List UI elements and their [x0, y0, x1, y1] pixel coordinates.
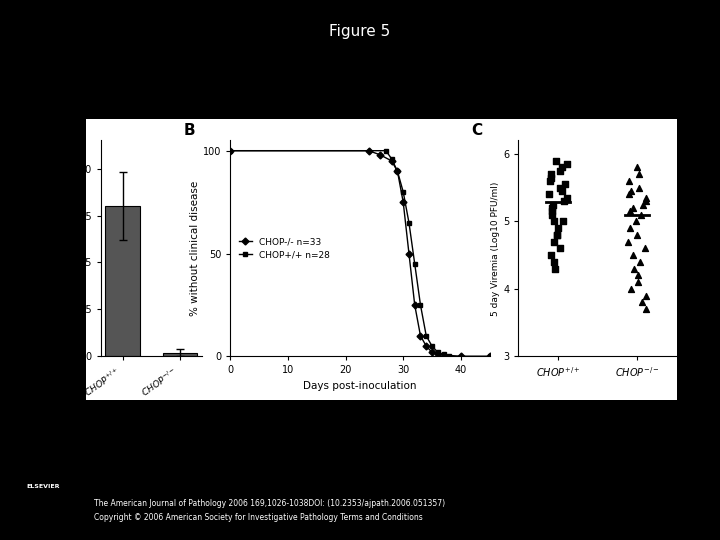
CHOP-/- n=33: [399, 199, 408, 205]
CHOP+/+ n=28: [226, 147, 235, 154]
Point: [554, 166, 566, 175]
Bar: [163, 353, 197, 356]
CHOP-/- n=33: [428, 349, 436, 355]
Text: Figure 5: Figure 5: [329, 24, 391, 39]
Point: [628, 204, 639, 212]
CHOP+/+ n=28: [399, 188, 408, 195]
Point: [549, 258, 560, 266]
Point: [640, 305, 652, 313]
Point: [637, 200, 649, 209]
Point: [631, 163, 643, 172]
CHOP-/- n=33: [376, 152, 384, 158]
CHOP-/- n=33: [387, 158, 396, 164]
Point: [633, 170, 644, 178]
Point: [623, 237, 634, 246]
Line: CHOP+/+ n=28: CHOP+/+ n=28: [228, 148, 492, 359]
Point: [634, 258, 646, 266]
Point: [554, 183, 566, 192]
Point: [624, 190, 635, 199]
Text: B: B: [184, 123, 195, 138]
Point: [553, 224, 564, 232]
Text: C: C: [471, 123, 482, 138]
Point: [552, 231, 563, 239]
Bar: [105, 206, 140, 356]
Point: [623, 177, 634, 185]
Point: [639, 244, 651, 253]
CHOP-/- n=33: [416, 333, 425, 339]
Point: [561, 193, 572, 202]
CHOP-/- n=33: [433, 351, 442, 357]
Point: [545, 251, 557, 259]
Point: [640, 193, 652, 202]
Y-axis label: Relative CHOP mRNA: Relative CHOP mRNA: [58, 200, 68, 296]
Point: [626, 285, 637, 293]
Point: [628, 264, 639, 273]
Line: CHOP-/- n=33: CHOP-/- n=33: [228, 148, 492, 359]
Point: [543, 190, 554, 199]
Point: [640, 291, 652, 300]
Point: [640, 197, 652, 205]
Text: A: A: [66, 123, 77, 138]
CHOP+/+ n=28: [422, 333, 431, 339]
X-axis label: Days post-inoculation: Days post-inoculation: [303, 381, 417, 391]
Point: [546, 200, 558, 209]
CHOP+/+ n=28: [387, 156, 396, 162]
Point: [632, 271, 644, 280]
Point: [632, 278, 644, 286]
CHOP+/+ n=28: [433, 349, 442, 355]
Point: [559, 180, 571, 188]
CHOP-/- n=33: [226, 147, 235, 154]
CHOP+/+ n=28: [393, 168, 402, 174]
Point: [625, 187, 636, 195]
Legend: CHOP-/- n=33, CHOP+/+ n=28: CHOP-/- n=33, CHOP+/+ n=28: [235, 233, 334, 264]
CHOP-/- n=33: [422, 343, 431, 349]
Text: The American Journal of Pathology 2006 169,1026-1038DOI: (10.2353/ajpath.2006.05: The American Journal of Pathology 2006 1…: [94, 500, 445, 509]
Point: [548, 237, 559, 246]
CHOP-/- n=33: [364, 147, 373, 154]
Point: [630, 217, 642, 226]
Point: [635, 210, 647, 219]
Point: [546, 170, 557, 178]
Text: ELSEVIER: ELSEVIER: [27, 483, 60, 489]
CHOP+/+ n=28: [382, 147, 390, 154]
Point: [546, 204, 558, 212]
Point: [550, 156, 562, 165]
Point: [546, 173, 557, 182]
Point: [546, 210, 558, 219]
CHOP+/+ n=28: [485, 353, 494, 360]
CHOP+/+ n=28: [410, 261, 419, 267]
Point: [546, 207, 558, 215]
Point: [561, 160, 572, 168]
Point: [549, 217, 560, 226]
Point: [558, 217, 570, 226]
CHOP+/+ n=28: [416, 302, 425, 308]
Point: [544, 177, 555, 185]
Point: [556, 187, 567, 195]
Point: [559, 197, 570, 205]
Point: [554, 244, 566, 253]
CHOP+/+ n=28: [445, 353, 454, 360]
Y-axis label: % without clinical disease: % without clinical disease: [190, 181, 200, 316]
Point: [627, 251, 639, 259]
Point: [624, 207, 635, 215]
Y-axis label: 5 day Viremia (Log10 PFU/ml): 5 day Viremia (Log10 PFU/ml): [491, 181, 500, 315]
Point: [549, 264, 561, 273]
CHOP-/- n=33: [410, 302, 419, 308]
Point: [557, 163, 568, 172]
CHOP+/+ n=28: [439, 351, 448, 357]
CHOP-/- n=33: [485, 353, 494, 360]
CHOP-/- n=33: [405, 251, 413, 257]
CHOP-/- n=33: [456, 353, 465, 360]
Text: Copyright © 2006 American Society for Investigative Pathology Terms and Conditio: Copyright © 2006 American Society for In…: [94, 513, 423, 522]
Point: [634, 183, 645, 192]
Point: [631, 231, 643, 239]
Point: [624, 224, 636, 232]
Point: [636, 298, 648, 307]
CHOP+/+ n=28: [428, 343, 436, 349]
Point: [551, 231, 562, 239]
CHOP-/- n=33: [393, 168, 402, 174]
CHOP+/+ n=28: [405, 219, 413, 226]
